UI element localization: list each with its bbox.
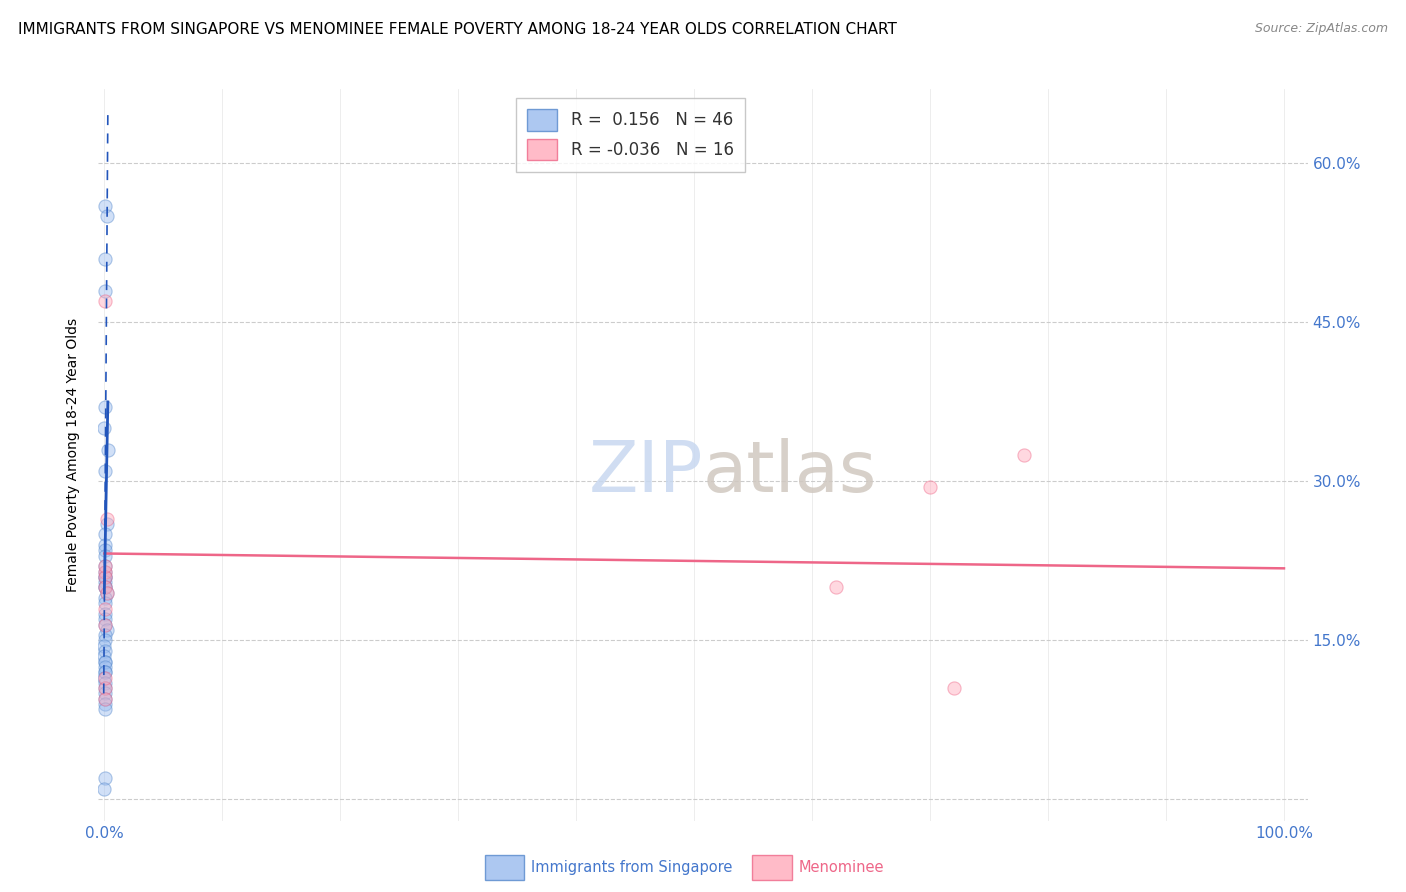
Point — [94, 676, 117, 690]
Point — [94, 538, 117, 552]
Legend: R =  0.156   N = 46, R = -0.036   N = 16: R = 0.156 N = 46, R = -0.036 N = 16 — [516, 97, 745, 172]
Point — [94, 581, 117, 595]
Point — [94, 199, 117, 213]
Text: Menominee: Menominee — [799, 861, 884, 875]
Point — [94, 570, 117, 584]
Point — [94, 681, 117, 695]
Point — [94, 681, 117, 695]
Point — [94, 691, 117, 706]
Point — [94, 617, 117, 632]
Point — [94, 252, 117, 266]
Point — [94, 559, 117, 574]
Y-axis label: Female Poverty Among 18-24 Year Olds: Female Poverty Among 18-24 Year Olds — [66, 318, 80, 592]
Point — [94, 401, 117, 415]
Point — [94, 601, 117, 615]
Point — [94, 771, 117, 785]
Point — [1014, 448, 1036, 462]
Point — [824, 581, 846, 595]
Point — [94, 570, 117, 584]
Point — [96, 511, 118, 525]
Point — [93, 421, 115, 435]
Point — [94, 660, 117, 674]
Point — [94, 549, 117, 563]
Text: Immigrants from Singapore: Immigrants from Singapore — [531, 861, 733, 875]
Point — [94, 464, 117, 478]
Text: ZIP: ZIP — [589, 438, 703, 508]
Point — [93, 649, 115, 664]
Point — [94, 617, 117, 632]
Point — [94, 628, 117, 642]
Point — [94, 697, 117, 711]
Point — [94, 671, 117, 685]
Text: Source: ZipAtlas.com: Source: ZipAtlas.com — [1254, 22, 1388, 36]
Point — [942, 681, 965, 695]
Point — [94, 665, 117, 680]
Point — [94, 655, 117, 669]
Point — [94, 665, 117, 680]
Point — [94, 691, 117, 706]
Point — [93, 639, 115, 653]
Point — [94, 591, 117, 605]
Point — [94, 581, 117, 595]
Point — [94, 565, 117, 579]
Point — [96, 210, 118, 224]
Point — [94, 607, 117, 621]
Point — [93, 671, 115, 685]
Point — [94, 575, 117, 590]
Point — [94, 543, 117, 558]
Point — [94, 294, 117, 309]
Point — [97, 442, 120, 457]
Point — [93, 781, 115, 796]
Point — [94, 596, 117, 610]
Point — [94, 644, 117, 658]
Point — [94, 702, 117, 716]
Point — [94, 655, 117, 669]
Text: IMMIGRANTS FROM SINGAPORE VS MENOMINEE FEMALE POVERTY AMONG 18-24 YEAR OLDS CORR: IMMIGRANTS FROM SINGAPORE VS MENOMINEE F… — [18, 22, 897, 37]
Point — [94, 686, 117, 700]
Point — [94, 581, 117, 595]
Point — [94, 612, 117, 626]
Point — [94, 527, 117, 541]
Point — [96, 585, 118, 599]
Point — [94, 284, 117, 298]
Point — [94, 565, 117, 579]
Point — [96, 585, 118, 599]
Text: atlas: atlas — [703, 438, 877, 508]
Point — [94, 559, 117, 574]
Point — [94, 633, 117, 648]
Point — [94, 570, 117, 584]
Point — [96, 516, 118, 531]
Point — [96, 623, 118, 637]
Point — [920, 480, 942, 494]
